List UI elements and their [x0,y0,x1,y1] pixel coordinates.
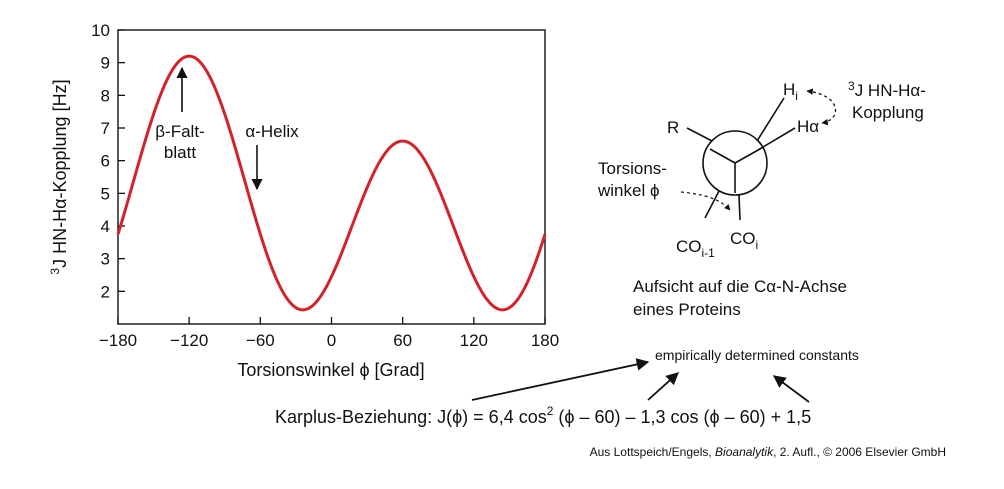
karplus-chart: 2 3 4 5 6 7 8 9 10 −180 −120 −60 0 60 120 180 3J HN-Hα… [48,21,559,380]
x-axis-label: Torsionswinkel ϕ [Grad] [237,360,424,380]
y-tick-label: 7 [101,119,110,138]
label-hi: Hi [783,80,798,103]
front-bond-right [734,148,761,164]
torsion-arrow [680,191,731,211]
coupling-label-line2: Kopplung [852,103,924,122]
y-tick-label: 10 [91,21,110,40]
newman-circle [702,130,768,196]
torsion-label-line2: winkel ϕ [597,181,659,200]
constants-note: empirically determined constants [655,347,859,363]
x-tick-label: −120 [170,331,208,350]
y-axis-label: 3J HN-Hα-Kopplung [Hz] [48,79,70,274]
torsion-label-line1: Torsions- [598,159,667,178]
label-co-prev: COi-1 [676,237,715,260]
x-axis: −180 −120 −60 0 60 120 180 [99,317,559,350]
constants-arrow-middle [647,372,679,401]
back-bond-hi [756,97,785,142]
beta-sheet-label-line1: β-Falt- [155,122,204,141]
y-tick-label: 2 [101,282,110,301]
label-r: R [667,118,679,137]
y-tick-label: 9 [101,54,110,73]
karplus-curve [116,54,547,312]
y-tick-label: 4 [101,217,110,236]
beta-sheet-label-line2: blatt [164,143,196,162]
source-credit: Aus Lottspeich/Engels, Bioanalytik, 2. A… [590,445,946,459]
x-tick-label: 180 [531,331,559,350]
front-bond-left [709,148,736,164]
coupling-label-line1: 3J HN-Hα- [848,79,926,100]
back-bond-co-prev [704,190,720,219]
y-tick-label: 5 [101,184,110,203]
y-tick-label: 8 [101,86,110,105]
coupling-arrow [806,88,837,126]
y-tick-label: 3 [101,250,110,269]
x-tick-label: −60 [246,331,275,350]
label-co: COi [730,229,758,252]
newman-projection: R Hi Hα 3J HN-Hα- Kopplung Torsions- win… [597,79,926,319]
x-tick-label: 120 [460,331,488,350]
label-halpha: Hα [797,117,819,136]
constants-arrow-right [772,375,810,403]
y-axis: 2 3 4 5 6 7 8 9 10 [91,21,125,301]
constants-arrow-left [471,358,650,401]
alpha-helix-label: α-Helix [245,122,299,141]
back-bond-r [686,127,713,142]
x-tick-label: 60 [393,331,412,350]
back-bond-co [738,194,741,221]
y-tick-label: 6 [101,152,110,171]
x-tick-label: 0 [327,331,336,350]
newman-caption-line1: Aufsicht auf die Cα-N-Achse [633,277,847,296]
x-tick-label: −180 [99,331,137,350]
back-bond-ha [757,127,796,151]
newman-caption-line2: eines Proteins [633,300,741,319]
karplus-equation: Karplus-Beziehung: J(ϕ) = 6,4 cos2 (ϕ – … [275,404,811,427]
